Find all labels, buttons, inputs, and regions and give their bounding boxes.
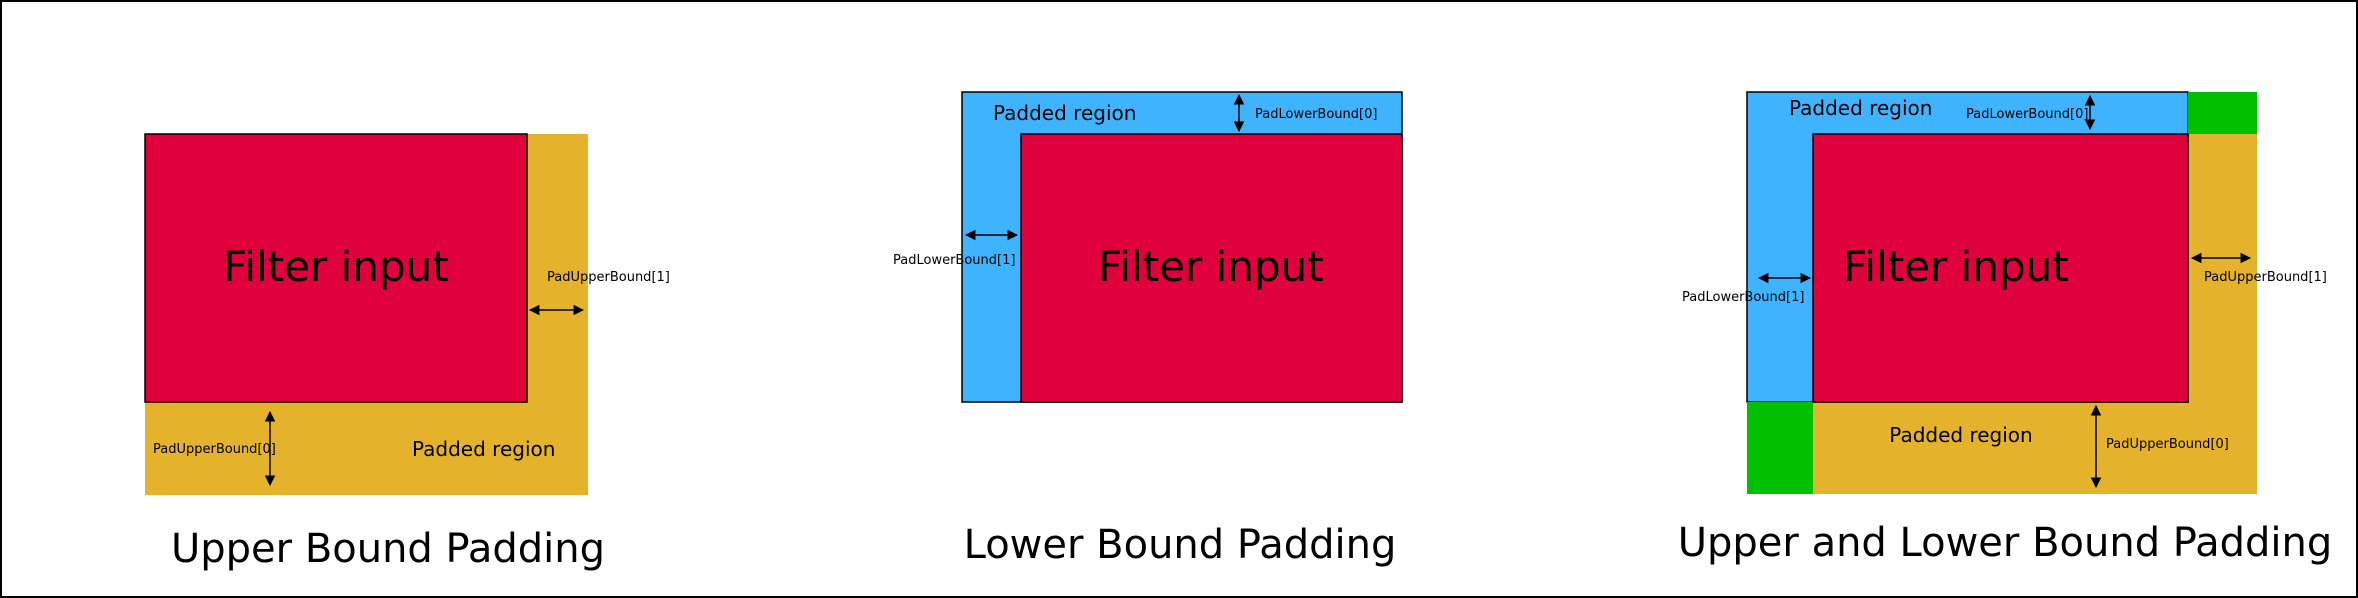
- both-filter-input: [1812, 133, 2189, 403]
- lower-panel-title: Lower Bound Padding: [964, 522, 1397, 568]
- upper-bound-panel: Filter input PadUpperBound[1] PadUpperBo…: [144, 133, 670, 572]
- both-padded-bottom-label: Padded region: [1889, 423, 2032, 447]
- both-bounds-panel: Filter input Padded region PadLowerBound…: [1678, 91, 2333, 566]
- upper-panel-title: Upper Bound Padding: [171, 526, 605, 572]
- lower-padded-label: Padded region: [993, 101, 1136, 125]
- both-pad-bottom-label: PadUpperBound[0]: [2106, 437, 2229, 452]
- upper-padded-label: Padded region: [412, 437, 555, 461]
- both-padded-top-label: Padded region: [1789, 96, 1932, 120]
- lower-filter-label: Filter input: [1098, 242, 1323, 291]
- lower-filter-input: [1020, 133, 1403, 403]
- lower-bound-panel: Filter input Padded region PadLowerBound…: [893, 91, 1403, 568]
- both-corner-bottom-left: [1747, 402, 1813, 494]
- both-filter-label: Filter input: [1843, 242, 2068, 291]
- both-pad-left-label: PadLowerBound[1]: [1682, 290, 1804, 305]
- both-panel-title: Upper and Lower Bound Padding: [1678, 520, 2333, 566]
- lower-pad-left-label: PadLowerBound[1]: [893, 253, 1015, 268]
- both-corner-top-right: [2188, 92, 2257, 134]
- lower-pad-top-label: PadLowerBound[0]: [1255, 107, 1377, 122]
- upper-pad-bottom-label: PadUpperBound[0]: [153, 442, 276, 457]
- both-pad-right-label: PadUpperBound[1]: [2204, 270, 2327, 285]
- upper-pad-right-label: PadUpperBound[1]: [547, 270, 670, 285]
- upper-filter-label: Filter input: [223, 242, 448, 291]
- both-pad-top-label: PadLowerBound[0]: [1966, 107, 2088, 122]
- upper-filter-input: [144, 133, 528, 403]
